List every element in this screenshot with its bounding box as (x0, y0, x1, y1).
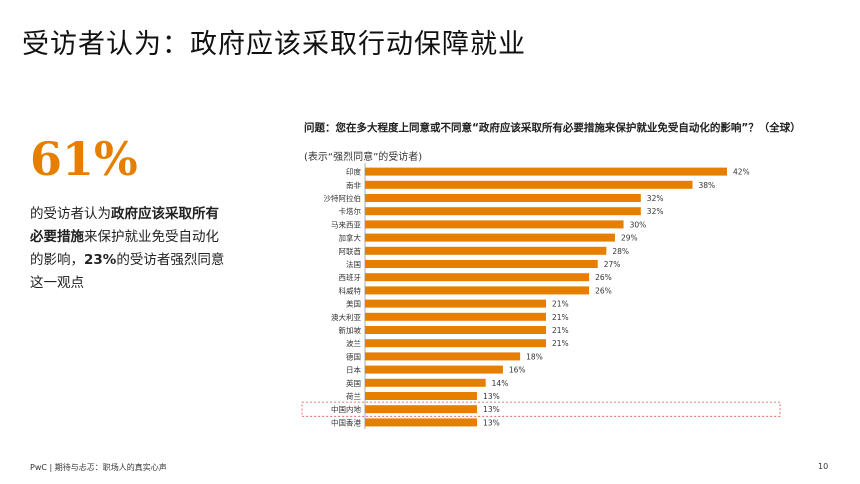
desc-line3-post: 的受访者强烈同意 (116, 252, 225, 268)
value-label: 26% (595, 286, 612, 295)
value-label: 32% (647, 194, 664, 203)
category-label: 马来西亚 (331, 220, 361, 229)
category-label: 法国 (346, 259, 361, 269)
value-label: 21% (552, 313, 569, 322)
bar (365, 194, 641, 202)
category-label: 德国 (346, 351, 361, 361)
category-label: 南非 (346, 180, 361, 190)
category-label: 沙特阿拉伯 (324, 193, 362, 203)
page-title: 受访者认为：政府应该采取行动保障就业 (22, 29, 526, 60)
category-label: 中国内地 (331, 404, 361, 414)
bar (365, 273, 590, 282)
bar (365, 392, 478, 400)
category-label: 印度 (346, 167, 361, 177)
category-label: 阿联酋 (339, 246, 362, 256)
value-label: 26% (595, 273, 612, 282)
category-label: 英国 (346, 378, 361, 388)
highlight-box (301, 401, 781, 417)
value-label: 29% (621, 234, 638, 243)
category-label: 澳大利亚 (331, 312, 361, 322)
bar (365, 286, 590, 295)
category-label: 日本 (346, 365, 361, 375)
bar (365, 326, 546, 334)
bar (365, 233, 615, 242)
value-label: 14% (492, 379, 509, 388)
bar (365, 405, 478, 414)
value-label: 13% (483, 405, 500, 414)
value-label: 28% (612, 247, 629, 256)
value-label: 27% (604, 260, 621, 269)
bar (365, 180, 693, 189)
value-label: 13% (483, 392, 500, 401)
category-label: 中国香港 (331, 417, 361, 427)
chart-note: (表示“强烈同意”的受访者) (304, 152, 423, 163)
bar (365, 312, 546, 321)
footer-text: PwC | 期待与忐忑：职场人的真实心声 (30, 463, 167, 472)
value-label: 30% (630, 220, 647, 229)
desc-line3-bold: 23% (84, 252, 117, 268)
bar (365, 352, 521, 361)
bar (365, 378, 486, 387)
value-label: 18% (526, 352, 543, 361)
bar (365, 339, 546, 348)
value-label: 16% (509, 366, 526, 375)
category-label: 新加坡 (339, 325, 362, 335)
category-label: 西班牙 (339, 272, 362, 282)
description-text: 的受访者认为政府应该采取所有 必要措施来保护就业免受自动化 的影响，23%的受访… (30, 203, 260, 295)
category-label: 美国 (346, 299, 361, 309)
category-label: 加拿大 (339, 233, 362, 243)
value-label: 13% (483, 418, 500, 427)
page-number: 10 (818, 462, 829, 471)
desc-line1-pre: 的受访者认为 (30, 206, 111, 222)
desc-line4: 这一观点 (30, 275, 84, 291)
bar-chart: 印度 42% 南非 38% 沙特阿拉伯 32% 卡塔尔 32% 马来西亚 30% 加拿大 29% 阿联酋… (301, 163, 781, 429)
value-label: 42% (733, 168, 750, 177)
desc-line2-bold: 必要措施 (30, 229, 84, 245)
category-label: 荷兰 (346, 391, 361, 401)
bar (365, 220, 624, 229)
value-label: 21% (552, 326, 569, 335)
highlight-percentage: 61% (30, 132, 138, 186)
bar (365, 299, 546, 308)
bar (365, 418, 478, 427)
value-label: 21% (552, 300, 569, 309)
value-label: 21% (552, 339, 569, 348)
desc-line1-bold: 政府应该采取所有 (111, 206, 219, 222)
bar (365, 246, 607, 255)
chart-question: 问题：您在多大程度上同意或不同意“政府应该采取所有必要措施来保护就业免受自动化的… (304, 122, 801, 134)
value-label: 32% (647, 207, 664, 216)
bar (365, 365, 503, 374)
value-label: 38% (699, 181, 716, 190)
desc-line3-pre: 的影响， (30, 252, 84, 268)
bar (365, 207, 641, 216)
bar (365, 260, 598, 268)
category-label: 科威特 (339, 285, 362, 295)
bar (365, 167, 727, 176)
category-label: 波兰 (346, 338, 361, 348)
desc-line2-post: 来保护就业免受自动化 (84, 229, 219, 245)
category-label: 卡塔尔 (339, 206, 362, 216)
